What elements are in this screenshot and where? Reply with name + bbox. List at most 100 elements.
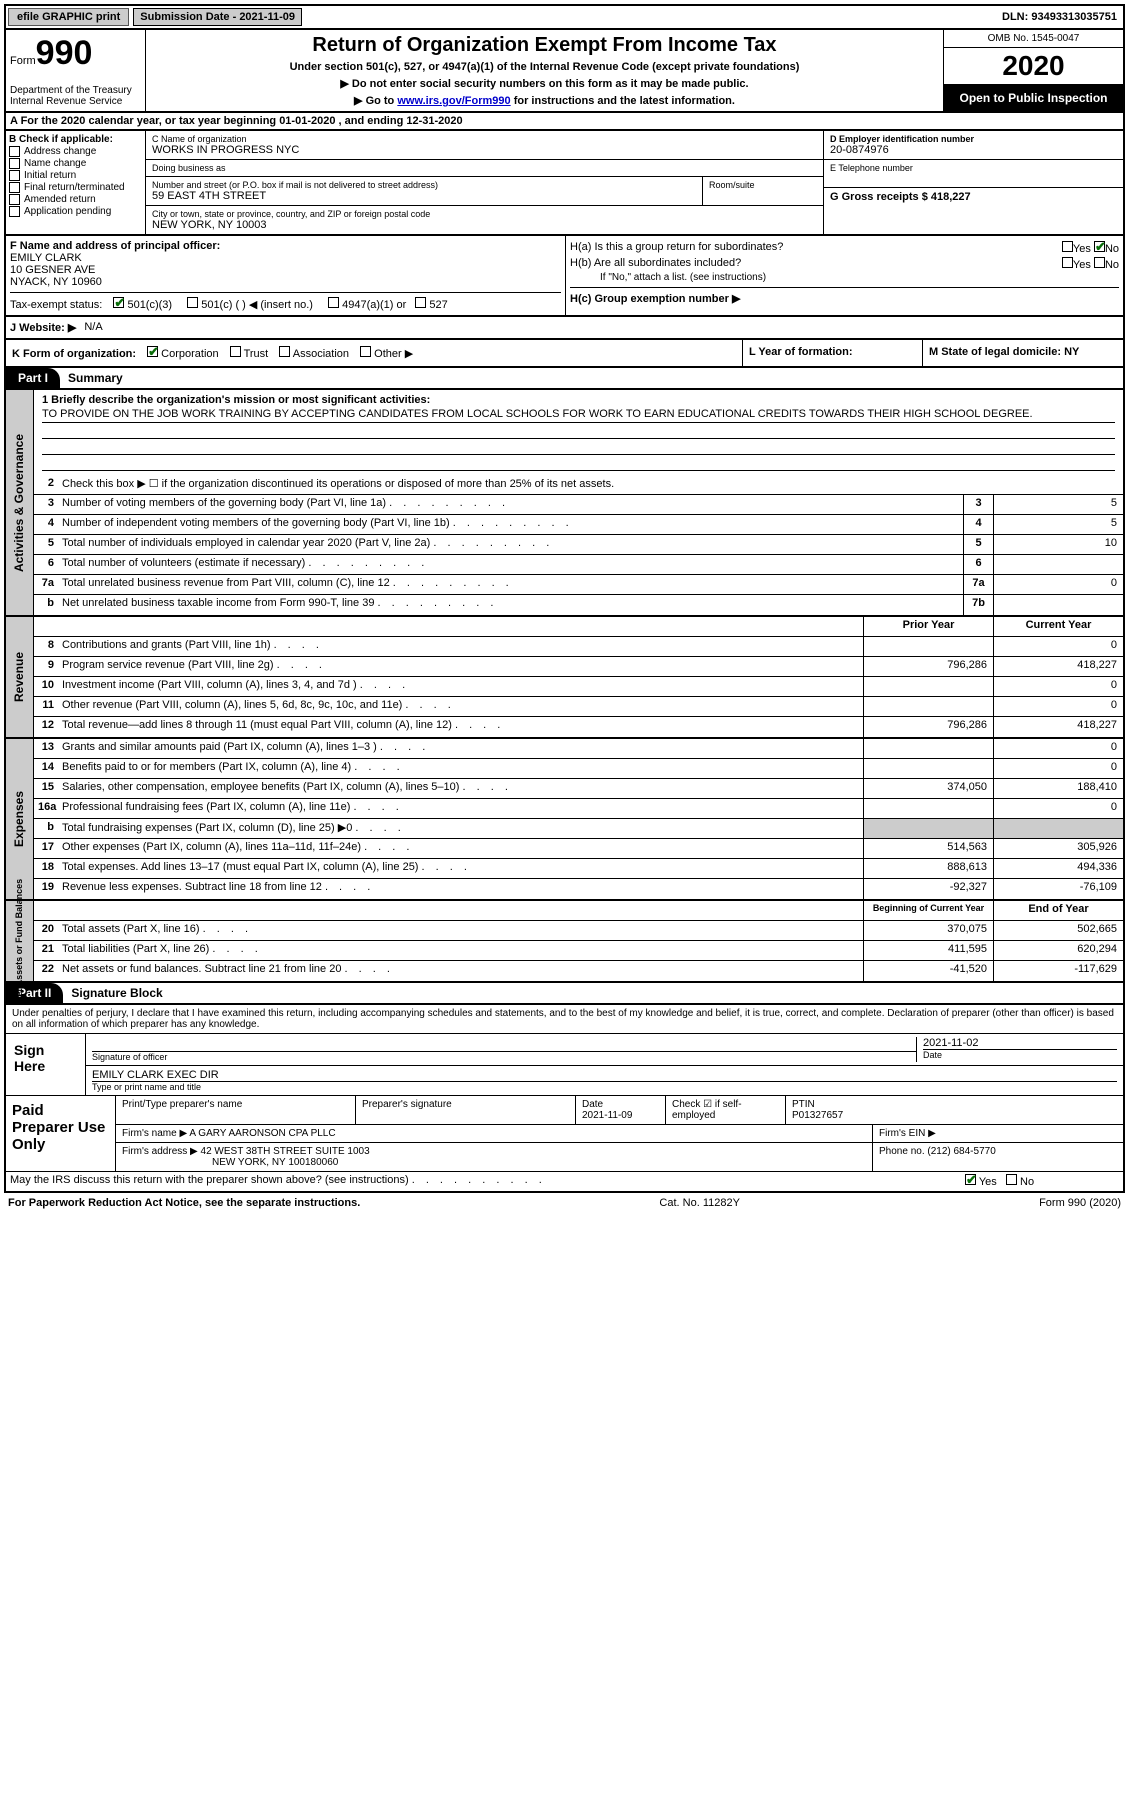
- cb-name-change[interactable]: [9, 158, 20, 169]
- row-a-period: A For the 2020 calendar year, or tax yea…: [4, 113, 1125, 131]
- ptin: P01327657: [792, 1110, 1117, 1121]
- cb-trust[interactable]: [230, 346, 241, 357]
- part2-title: Signature Block: [63, 986, 162, 1000]
- prior-value: [863, 759, 993, 778]
- officer-addr1: 10 GESNER AVE: [10, 264, 561, 276]
- cb-discuss-yes[interactable]: [965, 1174, 976, 1185]
- part1-badge: Part I: [6, 368, 60, 388]
- org-name: WORKS IN PROGRESS NYC: [152, 144, 817, 156]
- prior-value: -92,327: [863, 879, 993, 899]
- current-value: 0: [993, 697, 1123, 716]
- col-b-header: B Check if applicable:: [9, 134, 142, 145]
- cb-label: Initial return: [24, 170, 76, 181]
- cb-other[interactable]: [360, 346, 371, 357]
- col-f-officer: F Name and address of principal officer:…: [6, 236, 566, 315]
- cb-label: Name change: [24, 158, 86, 169]
- cb-label: Address change: [24, 146, 96, 157]
- org-name-label: C Name of organization: [152, 134, 817, 144]
- page-footer: For Paperwork Reduction Act Notice, see …: [4, 1193, 1125, 1213]
- mission-blank: [42, 439, 1115, 455]
- current-value: 188,410: [993, 779, 1123, 798]
- self-emp-check: Check ☑ if self-employed: [666, 1096, 786, 1124]
- no: No: [1105, 259, 1119, 271]
- cb-amended[interactable]: [9, 194, 20, 205]
- firm-addr2: NEW YORK, NY 100180060: [122, 1157, 338, 1168]
- cb-final-return[interactable]: [9, 182, 20, 193]
- discuss-text: May the IRS discuss this return with the…: [6, 1172, 963, 1191]
- prior-value: 374,050: [863, 779, 993, 798]
- mission-text: TO PROVIDE ON THE JOB WORK TRAINING BY A…: [42, 406, 1115, 423]
- line-text: Revenue less expenses. Subtract line 18 …: [58, 879, 863, 899]
- cb-501c[interactable]: [187, 297, 198, 308]
- vtab-net-text: Net Assets or Fund Balances: [15, 879, 25, 1003]
- mission-blank: [42, 423, 1115, 439]
- officer-sig-label: Signature of officer: [92, 1051, 916, 1062]
- gross-receipts: G Gross receipts $ 418,227: [830, 191, 1117, 203]
- current-value: 0: [993, 637, 1123, 656]
- yes: Yes: [1073, 243, 1091, 255]
- footer-right: Form 990 (2020): [1039, 1197, 1121, 1209]
- l-label: L Year of formation:: [749, 346, 853, 358]
- preparer-name-label: Print/Type preparer's name: [116, 1096, 356, 1124]
- cb-discuss-no[interactable]: [1006, 1174, 1017, 1185]
- hb-note: If "No," attach a list. (see instruction…: [570, 272, 1119, 283]
- cb-hb-yes[interactable]: [1062, 257, 1073, 268]
- current-value: [993, 819, 1123, 838]
- declaration-text: Under penalties of perjury, I declare th…: [6, 1005, 1123, 1033]
- cb-527[interactable]: [415, 297, 426, 308]
- form-number: 990: [36, 34, 93, 72]
- opt-4947: 4947(a)(1) or: [342, 299, 406, 311]
- cb-initial-return[interactable]: [9, 170, 20, 181]
- instr-link: ▶ Go to www.irs.gov/Form990 for instruct…: [150, 94, 939, 107]
- current-value: 0: [993, 759, 1123, 778]
- line-text: Total revenue—add lines 8 through 11 (mu…: [58, 717, 863, 737]
- line-box: 5: [963, 535, 993, 554]
- prior-value: [863, 637, 993, 656]
- website-value: N/A: [84, 321, 102, 334]
- cb-corp[interactable]: [147, 346, 158, 357]
- instr-ssn: ▶ Do not enter social security numbers o…: [150, 77, 939, 90]
- col-current-hdr: Current Year: [993, 617, 1123, 636]
- line-box: 4: [963, 515, 993, 534]
- line-text: Total unrelated business revenue from Pa…: [58, 575, 963, 594]
- efile-print-button[interactable]: efile GRAPHIC print: [8, 8, 129, 26]
- paid-preparer-label: Paid Preparer Use Only: [6, 1096, 116, 1171]
- line-value: [993, 555, 1123, 574]
- footer-left: For Paperwork Reduction Act Notice, see …: [8, 1197, 360, 1209]
- cb-ha-no[interactable]: [1094, 241, 1105, 252]
- cb-pending[interactable]: [9, 206, 20, 217]
- ptin-label: PTIN: [792, 1099, 1117, 1110]
- col-begin-hdr: Beginning of Current Year: [863, 901, 993, 920]
- current-value: -117,629: [993, 961, 1123, 981]
- cb-ha-yes[interactable]: [1062, 241, 1073, 252]
- row-fh: F Name and address of principal officer:…: [4, 236, 1125, 317]
- cb-501c3[interactable]: [113, 297, 124, 308]
- cb-hb-no[interactable]: [1094, 257, 1105, 268]
- line-text: Number of independent voting members of …: [58, 515, 963, 534]
- dba-label: Doing business as: [152, 163, 817, 173]
- sign-here-label: Sign Here: [6, 1034, 86, 1095]
- vtab-expenses: Expenses: [6, 739, 34, 899]
- opt-assoc: Association: [293, 348, 349, 360]
- block-bcdeg: B Check if applicable: Address change Na…: [4, 131, 1125, 236]
- cb-4947[interactable]: [328, 297, 339, 308]
- form-header: Form990 Department of the Treasury Inter…: [4, 30, 1125, 113]
- prior-value: 411,595: [863, 941, 993, 960]
- line-text: Total fundraising expenses (Part IX, col…: [58, 819, 863, 838]
- l-year: L Year of formation:: [743, 340, 923, 366]
- ein: 20-0874976: [830, 144, 1117, 156]
- cb-address-change[interactable]: [9, 146, 20, 157]
- instr-post: for instructions and the latest informat…: [511, 95, 735, 107]
- opt-501c: 501(c) ( ) ◀ (insert no.): [201, 299, 313, 311]
- ha-label: H(a) Is this a group return for subordin…: [570, 241, 783, 255]
- row-j-website: J Website: ▶ N/A: [4, 317, 1125, 340]
- current-value: 418,227: [993, 717, 1123, 737]
- prior-value: 370,075: [863, 921, 993, 940]
- part2-header: Part II Signature Block: [4, 983, 1125, 1005]
- cb-assoc[interactable]: [279, 346, 290, 357]
- cb-label: Final return/terminated: [24, 182, 125, 193]
- irs-link[interactable]: www.irs.gov/Form990: [397, 95, 510, 107]
- line-value: [993, 595, 1123, 615]
- officer-addr2: NYACK, NY 10960: [10, 276, 561, 288]
- line-box: 6: [963, 555, 993, 574]
